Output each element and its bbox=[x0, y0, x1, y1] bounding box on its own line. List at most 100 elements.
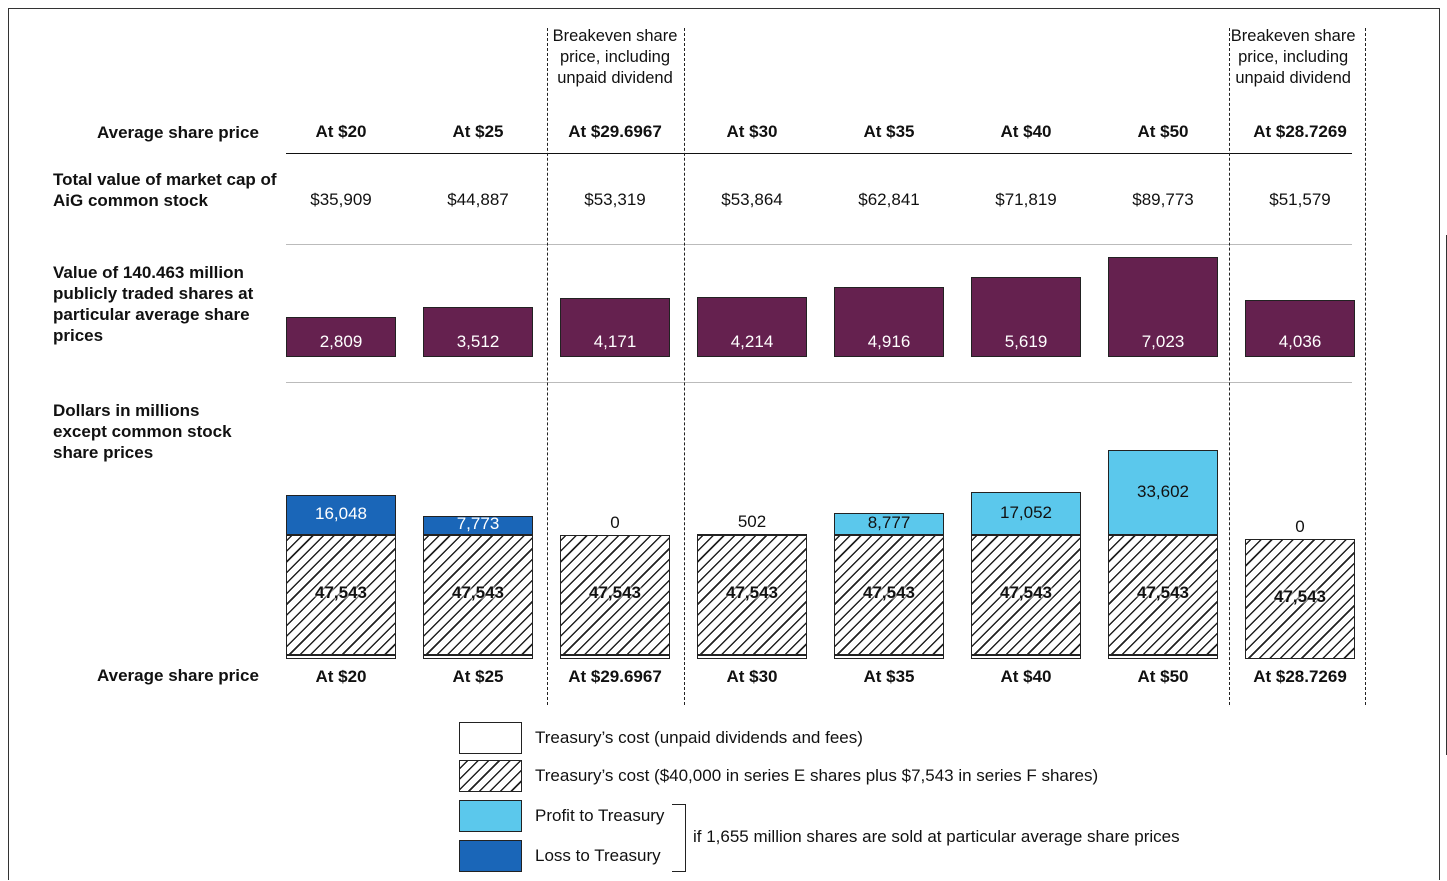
market-cap-value: $44,887 bbox=[447, 190, 509, 209]
stack-segment bbox=[286, 535, 396, 655]
stack-segment bbox=[971, 535, 1081, 655]
column-header: At $25 bbox=[452, 122, 504, 141]
public-shares-label: 4,916 bbox=[867, 332, 911, 351]
column-footer: At $40 bbox=[1000, 667, 1052, 686]
public-shares-label: 7,023 bbox=[1141, 332, 1185, 351]
stack-segment bbox=[834, 654, 944, 659]
column-header: At $40 bbox=[1000, 122, 1052, 141]
column-footer: At $28.7269 bbox=[1253, 667, 1347, 686]
public-shares-label: 4,171 bbox=[593, 332, 637, 351]
stack-segment bbox=[697, 535, 807, 655]
stack-label: 502 bbox=[737, 511, 767, 531]
public-shares-bar bbox=[286, 316, 396, 357]
column-header: At $29.6967 bbox=[568, 122, 662, 141]
legend-label: Treasury’s cost (unpaid dividends and fe… bbox=[535, 728, 863, 747]
public-shares-label: 4,214 bbox=[730, 332, 774, 351]
stack-segment bbox=[560, 654, 670, 659]
column-footer: At $30 bbox=[726, 667, 778, 686]
stack-segment bbox=[834, 535, 944, 655]
stack-segment bbox=[423, 515, 533, 536]
row-label: Average share price bbox=[53, 665, 288, 686]
dashed-separator bbox=[1229, 28, 1230, 705]
market-cap-value: $62,841 bbox=[858, 190, 920, 209]
legend-swatch bbox=[459, 760, 522, 792]
market-cap-value: $53,319 bbox=[584, 190, 646, 209]
stack-segment bbox=[971, 654, 1081, 659]
rule bbox=[286, 244, 1352, 245]
stack-label: 7,773 bbox=[456, 513, 500, 533]
stack-label: 47,543 bbox=[1137, 583, 1189, 603]
dashed-separator bbox=[1365, 28, 1366, 705]
market-cap-value: $89,773 bbox=[1132, 190, 1194, 209]
annotation: Breakeven share price, including unpaid … bbox=[1230, 27, 1356, 87]
public-shares-bar bbox=[697, 296, 807, 357]
public-shares-label: 2,809 bbox=[319, 332, 363, 351]
stack-label: 47,543 bbox=[1274, 587, 1326, 607]
column-footer: At $35 bbox=[863, 667, 915, 686]
column-footer: At $29.6967 bbox=[568, 667, 662, 686]
stack-segment bbox=[1108, 654, 1218, 659]
stack-segment bbox=[971, 492, 1081, 536]
bracket-note: if 1,655 million shares are sold at part… bbox=[693, 827, 1180, 846]
public-shares-bar bbox=[834, 286, 944, 357]
stack-label: 47,543 bbox=[863, 583, 915, 603]
row-label-text: Average share price bbox=[97, 666, 259, 685]
market-cap-value: $35,909 bbox=[310, 190, 372, 209]
stack-label: 0 bbox=[1295, 517, 1305, 537]
legend-label: Loss to Treasury bbox=[535, 846, 661, 865]
stack-segment bbox=[560, 535, 670, 655]
annotation: Breakeven share price, including unpaid … bbox=[552, 27, 678, 87]
market-cap-value: $71,819 bbox=[995, 190, 1057, 209]
column-header: At $35 bbox=[863, 122, 915, 141]
column-header: At $28.7269 bbox=[1253, 122, 1347, 141]
legend-label: Profit to Treasury bbox=[535, 806, 665, 825]
public-shares-label: 3,512 bbox=[456, 332, 500, 351]
stack-label: 47,543 bbox=[452, 583, 504, 603]
row-label-text: Average share price bbox=[97, 123, 259, 142]
stack-segment bbox=[423, 535, 533, 655]
stack-segment bbox=[697, 533, 807, 536]
dashed-separator bbox=[547, 28, 548, 705]
public-shares-label: 5,619 bbox=[1004, 332, 1048, 351]
stack-segment bbox=[1108, 450, 1218, 536]
row-label: Value of 140.463 million publicly traded… bbox=[53, 263, 254, 345]
public-shares-bar bbox=[1108, 256, 1218, 357]
legend-swatch bbox=[459, 722, 522, 754]
stack-segment bbox=[286, 654, 396, 659]
stack-label: 16,048 bbox=[315, 503, 367, 523]
column-header: At $50 bbox=[1137, 122, 1189, 141]
column-header: At $20 bbox=[315, 122, 367, 141]
stack-segment bbox=[1245, 539, 1355, 659]
frame bbox=[8, 8, 1440, 880]
stack-segment bbox=[697, 654, 807, 659]
rule bbox=[286, 153, 1352, 154]
stack-label: 47,543 bbox=[1000, 583, 1052, 603]
public-shares-label: 4,036 bbox=[1278, 332, 1322, 351]
market-cap-value: $53,864 bbox=[721, 190, 783, 209]
public-shares-bar bbox=[560, 297, 670, 357]
column-footer: At $50 bbox=[1137, 667, 1189, 686]
row-label: Dollars in millions except common stock … bbox=[53, 401, 232, 462]
public-shares-bar bbox=[423, 306, 533, 357]
row-label: Average share price bbox=[53, 122, 288, 143]
stack-segment bbox=[286, 494, 396, 536]
stack-label: 17,052 bbox=[1000, 502, 1052, 522]
stack-label: 47,543 bbox=[589, 583, 641, 603]
column-footer: At $25 bbox=[452, 667, 504, 686]
stack-label: 33,602 bbox=[1137, 481, 1189, 501]
public-shares-bar bbox=[1245, 299, 1355, 357]
stack-label: 0 bbox=[610, 513, 620, 533]
legend-label: Treasury’s cost ($40,000 in series E sha… bbox=[535, 766, 1099, 785]
stack-segment bbox=[423, 654, 533, 659]
stack-label: 8,777 bbox=[867, 513, 911, 533]
public-shares-bar bbox=[971, 276, 1081, 357]
dashed-separator bbox=[684, 28, 685, 705]
rule bbox=[286, 382, 1352, 383]
legend-swatch bbox=[459, 800, 522, 832]
stack-segment bbox=[1108, 535, 1218, 655]
stack-label: 47,543 bbox=[726, 583, 778, 603]
legend-swatch bbox=[459, 840, 522, 872]
stack-segment bbox=[834, 513, 944, 536]
column-footer: At $20 bbox=[315, 667, 367, 686]
